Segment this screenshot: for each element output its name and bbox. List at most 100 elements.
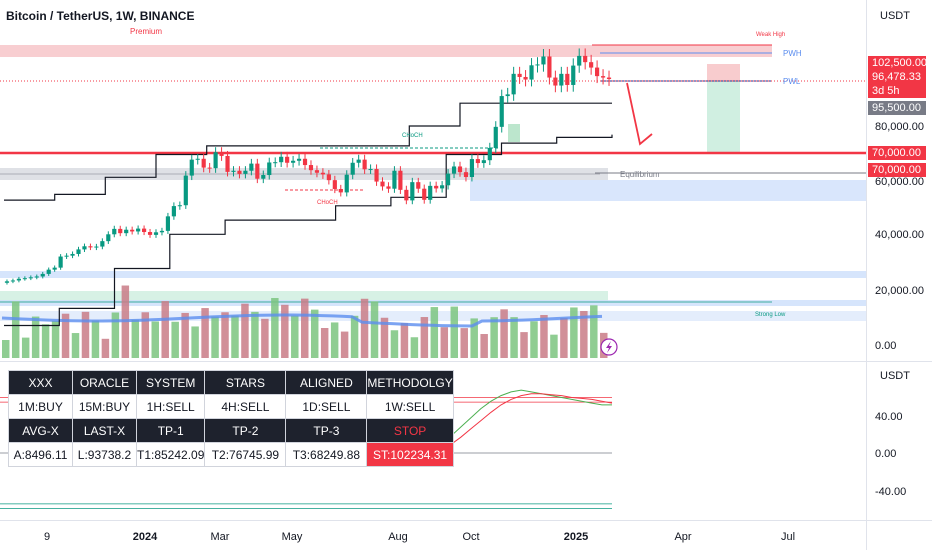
time-scale-border (0, 520, 932, 521)
volume-bar (440, 327, 449, 358)
volume-bar (500, 309, 508, 358)
bolt-icon[interactable] (600, 338, 618, 356)
time-tick-label: Apr (674, 531, 691, 543)
table-cell: AVG-X (8, 418, 73, 443)
volume-bar (191, 326, 199, 358)
volume-bar (41, 324, 50, 358)
volume-bar (430, 307, 439, 358)
candle-body (577, 55, 582, 66)
candle-body (344, 174, 349, 193)
table-cell: T2:76745.99 (204, 442, 287, 467)
oscillator-axis[interactable]: 40.00 0.00 -40.00 (875, 411, 906, 498)
candle-body (302, 158, 308, 166)
table-cell: 1H:SELL (135, 394, 206, 419)
candle-body (523, 76, 528, 80)
reward-box (707, 81, 740, 152)
candle-body (571, 65, 576, 85)
candle-body (4, 281, 10, 283)
volume-bar (510, 317, 518, 358)
candle-body (34, 276, 39, 278)
oscillator-tick-label: -40.00 (875, 486, 906, 498)
candle-body (547, 56, 552, 78)
candle-body (58, 256, 63, 268)
volume-bar (201, 308, 209, 358)
price-tick-label: 40,000.00 (875, 229, 924, 241)
candle-body (64, 255, 69, 257)
candle-body (28, 277, 33, 279)
table-cell: A:8496.11 (8, 442, 73, 467)
volume-bar (590, 305, 598, 358)
volume-bar (181, 312, 189, 358)
candle-body (475, 159, 480, 164)
volume-bar (360, 298, 369, 358)
volume-bar (570, 307, 578, 358)
volume-bar (251, 311, 259, 358)
volume-bar (410, 337, 419, 358)
candle-body (374, 169, 379, 182)
time-tick-label: Oct (462, 531, 479, 543)
candle-body (279, 156, 284, 163)
volume-bar (420, 317, 429, 358)
candle-body (428, 185, 433, 200)
volume-bar (301, 298, 309, 358)
table-cell: STOP (366, 418, 454, 443)
volume-bar (480, 334, 488, 358)
candle-body (231, 170, 236, 172)
volume-bar (370, 301, 379, 358)
table-row: XXX ORACLE SYSTEM STARS ALIGNED METHODOL… (8, 370, 454, 395)
table-cell: 1M:BUY (8, 394, 73, 419)
price-axis[interactable]: 80,000.00 60,000.00 40,000.00 20,000.00 0.00 (875, 121, 924, 352)
time-tick-label: Jul (781, 531, 795, 543)
volume-bar (91, 320, 100, 358)
volume-bar (231, 315, 239, 358)
volume-bar (131, 319, 140, 358)
candle-body (410, 182, 415, 201)
volume-bar (51, 320, 60, 358)
candle-body (195, 158, 200, 160)
candle-body (434, 185, 439, 189)
volume-bar (330, 322, 339, 358)
candle-body (76, 249, 81, 254)
candle-body (207, 167, 212, 169)
signal-table: XXX ORACLE SYSTEM STARS ALIGNED METHODOL… (8, 370, 454, 467)
volume-ma-line (1, 313, 603, 328)
price-tag-key-1: 70,000.00 (868, 146, 926, 160)
candle-body (499, 96, 504, 127)
volume-bar (550, 334, 558, 358)
candle-body (493, 126, 498, 148)
demand-zone-1 (0, 271, 866, 278)
candle-body (249, 163, 254, 171)
time-axis[interactable]: 9 2024 Mar May Aug Oct 2025 Apr Jul (44, 531, 795, 543)
candle-body (541, 56, 546, 65)
candle-body (94, 246, 99, 248)
volume-bar (320, 328, 329, 358)
demand-zone-2 (0, 291, 608, 302)
candle-body (130, 229, 135, 232)
volume-bar (460, 328, 468, 358)
candle-body (255, 163, 260, 179)
volume-bar (340, 331, 349, 358)
candle-body (189, 159, 194, 176)
volume-bar (490, 317, 498, 358)
volume-bar (261, 318, 269, 358)
pane-separator[interactable] (0, 361, 932, 362)
strong-low-label: Strong Low (755, 312, 786, 318)
candle-body (177, 205, 182, 207)
discount-zone (470, 180, 866, 201)
choch-label-bottom: CHoCH (317, 200, 338, 206)
candle-body (10, 280, 16, 282)
candle-body (82, 246, 87, 250)
candle-body (392, 170, 397, 189)
table-cell: ORACLE (72, 370, 137, 395)
volume-bar (31, 316, 40, 358)
candle-body (350, 162, 355, 175)
candle-body (487, 147, 492, 161)
currency-label[interactable]: USDT (880, 10, 910, 22)
candle-body (141, 228, 147, 233)
oscillator-tick-label: 0.00 (875, 448, 896, 460)
candle-body (213, 152, 218, 169)
currency-label-lower[interactable]: USDT (880, 370, 910, 382)
demand-zone-3 (0, 300, 866, 306)
